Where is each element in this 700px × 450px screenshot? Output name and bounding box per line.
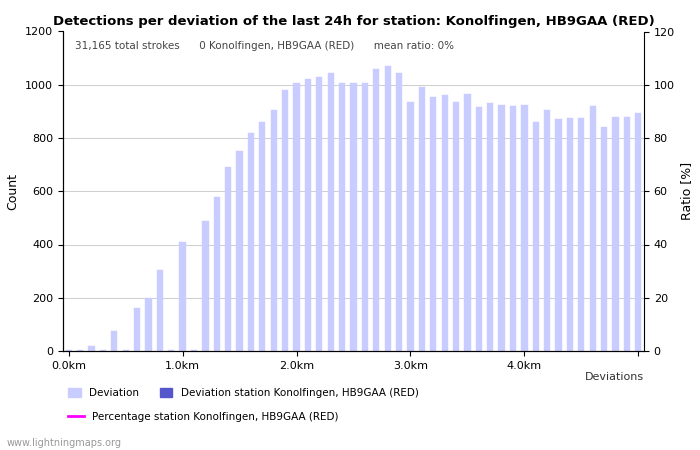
Bar — [66, 350, 72, 351]
Bar — [612, 117, 619, 351]
Bar — [476, 108, 482, 351]
Bar — [271, 110, 277, 351]
Bar — [362, 83, 368, 351]
Bar — [373, 69, 379, 351]
Bar — [146, 298, 152, 351]
Bar — [339, 83, 345, 351]
Y-axis label: Count: Count — [6, 173, 20, 210]
Bar — [88, 346, 95, 351]
Bar — [555, 119, 561, 351]
Bar — [544, 110, 550, 351]
Bar — [396, 73, 402, 351]
Bar — [624, 117, 630, 351]
Bar — [578, 118, 584, 351]
Bar — [453, 102, 459, 351]
Bar — [111, 331, 118, 351]
Bar — [282, 90, 288, 351]
Bar — [157, 270, 163, 351]
Bar — [259, 122, 265, 351]
Bar — [487, 104, 494, 351]
Bar — [419, 87, 425, 351]
Bar — [635, 112, 641, 351]
Bar — [430, 97, 436, 351]
Bar — [522, 105, 528, 351]
Bar — [316, 77, 323, 351]
Bar — [567, 118, 573, 351]
Bar — [225, 167, 231, 351]
Legend: Percentage station Konolfingen, HB9GAA (RED): Percentage station Konolfingen, HB9GAA (… — [68, 412, 339, 423]
Bar — [510, 106, 516, 351]
Y-axis label: Ratio [%]: Ratio [%] — [680, 162, 694, 220]
Bar — [407, 102, 414, 351]
Text: Deviations: Deviations — [585, 372, 644, 382]
Bar — [498, 105, 505, 351]
Bar — [304, 79, 311, 351]
Bar — [328, 73, 334, 351]
Bar — [248, 133, 254, 351]
Bar — [533, 122, 539, 351]
Text: www.lightningmaps.org: www.lightningmaps.org — [7, 438, 122, 448]
Bar — [351, 83, 356, 351]
Bar — [214, 197, 220, 351]
Text: 31,165 total strokes      0 Konolfingen, HB9GAA (RED)      mean ratio: 0%: 31,165 total strokes 0 Konolfingen, HB9G… — [75, 41, 454, 51]
Bar — [589, 106, 596, 351]
Bar — [384, 66, 391, 351]
Bar — [464, 94, 470, 351]
Bar — [442, 95, 448, 351]
Title: Detections per deviation of the last 24h for station: Konolfingen, HB9GAA (RED): Detections per deviation of the last 24h… — [52, 14, 655, 27]
Bar — [293, 83, 300, 351]
Bar — [202, 220, 209, 351]
Bar — [601, 127, 608, 351]
Bar — [134, 308, 140, 351]
Bar — [179, 242, 186, 351]
Bar — [237, 151, 243, 351]
